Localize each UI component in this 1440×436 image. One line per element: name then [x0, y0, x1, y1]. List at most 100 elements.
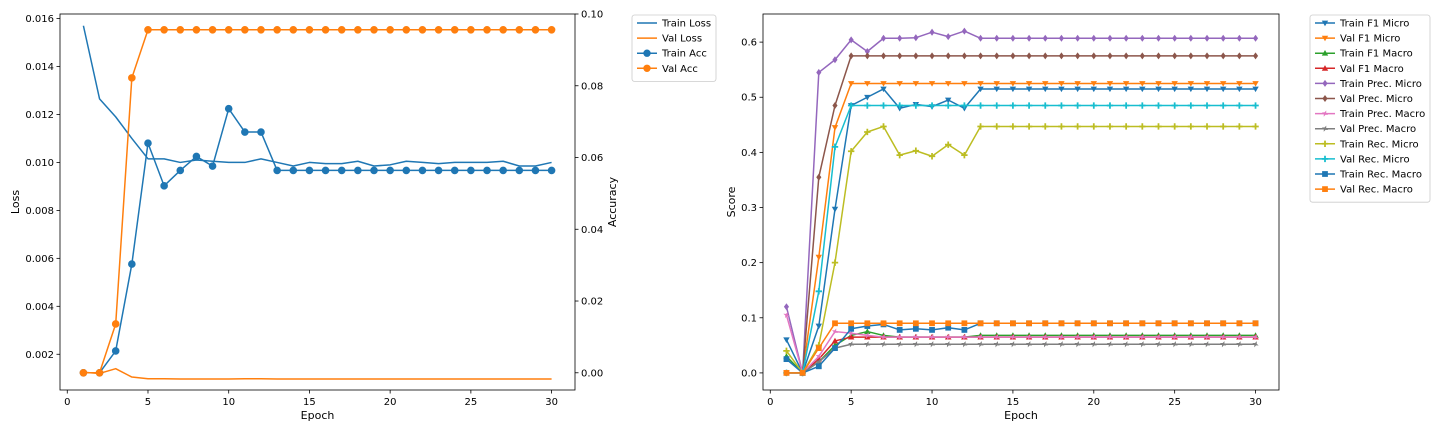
legend-swatch-marker	[1321, 155, 1329, 163]
legend-label: Val Acc	[662, 64, 698, 75]
data-point	[1187, 86, 1195, 93]
data-point	[1187, 123, 1195, 130]
data-point	[1058, 81, 1065, 87]
data-point	[977, 86, 984, 93]
legend-swatch-marker	[1321, 140, 1329, 148]
data-point	[1025, 81, 1033, 87]
legend: Train Loss Val Loss Train Acc Val Acc	[631, 14, 717, 82]
data-point	[832, 320, 838, 327]
data-point	[1252, 123, 1259, 130]
data-point	[1042, 341, 1049, 348]
data-point	[1058, 86, 1065, 93]
data-point	[1252, 52, 1259, 60]
data-point	[1172, 34, 1178, 42]
data-point	[848, 320, 855, 327]
data-point	[928, 81, 936, 87]
data-point	[1252, 333, 1259, 341]
legend-item: Val Rec. Macro	[1315, 185, 1413, 196]
data-point	[1187, 102, 1195, 109]
data-point	[1026, 320, 1032, 327]
data-point	[418, 166, 427, 175]
data-point	[321, 25, 330, 34]
legend-swatch-marker	[1321, 50, 1329, 56]
data-point	[1106, 341, 1114, 348]
legend-swatch-marker	[643, 64, 651, 73]
y-right-tick-label: 0.00	[581, 368, 603, 379]
y-tick-label: 0.0	[741, 368, 757, 379]
data-point	[1074, 86, 1081, 93]
data-point	[1123, 52, 1129, 60]
series-line	[785, 30, 1256, 374]
data-point	[815, 353, 822, 360]
data-point	[832, 101, 838, 110]
data-point	[1220, 320, 1227, 327]
data-point	[434, 25, 443, 34]
data-point	[945, 333, 952, 341]
data-point	[993, 333, 1000, 341]
data-point	[1090, 333, 1097, 341]
data-point	[1122, 86, 1130, 93]
data-point	[1187, 320, 1194, 327]
data-point	[1155, 341, 1162, 348]
data-point	[928, 102, 936, 109]
data-point	[1203, 341, 1211, 348]
data-point	[880, 341, 887, 348]
legend-swatch-marker	[1321, 125, 1329, 132]
data-point	[945, 33, 951, 41]
data-point	[961, 52, 967, 60]
data-point	[880, 102, 887, 109]
series-train-rec-macro	[783, 320, 1259, 376]
data-point	[1139, 34, 1145, 42]
legend-label: Val F1 Micro	[1340, 34, 1400, 45]
data-point	[896, 102, 903, 109]
data-point	[928, 153, 936, 160]
data-point	[928, 341, 936, 348]
y-tick-label: 0.2	[741, 258, 757, 269]
series-line	[786, 336, 1256, 374]
data-point	[1171, 320, 1178, 327]
data-point	[467, 166, 475, 175]
data-point	[978, 34, 984, 42]
data-point	[241, 25, 249, 34]
data-point	[945, 81, 952, 87]
data-point	[1171, 123, 1178, 130]
data-point	[1220, 34, 1226, 42]
data-point	[1075, 52, 1081, 60]
data-point	[1204, 34, 1210, 42]
y-tick-label: 0.3	[741, 203, 757, 214]
y-right-axis-label: Accuracy	[606, 176, 619, 227]
data-point	[1010, 320, 1016, 327]
data-point	[1236, 341, 1243, 348]
legend-item: Val F1 Micro	[1315, 34, 1400, 45]
data-point	[993, 102, 1000, 109]
data-point	[241, 128, 249, 136]
data-point	[896, 333, 903, 341]
legend-item: Train F1 Macro	[1315, 49, 1413, 60]
data-point	[1090, 341, 1097, 348]
data-point	[1171, 102, 1178, 109]
data-point	[815, 345, 822, 351]
data-point	[961, 102, 968, 109]
data-point	[864, 102, 871, 109]
data-point	[1171, 81, 1178, 87]
data-point	[1074, 341, 1081, 348]
y-axis-label: Loss	[9, 190, 22, 214]
data-point	[880, 123, 887, 130]
data-point	[402, 166, 411, 175]
data-point	[128, 260, 136, 268]
data-point	[1123, 341, 1130, 348]
legend-swatch-marker	[1322, 94, 1328, 103]
data-point	[831, 206, 839, 213]
legend-item: Val Prec. Macro	[1315, 124, 1416, 135]
data-point	[531, 166, 540, 175]
data-point	[1220, 52, 1226, 60]
data-point	[450, 166, 459, 175]
data-point	[1123, 333, 1130, 341]
data-point	[783, 347, 790, 355]
data-point	[896, 327, 903, 333]
data-point	[864, 328, 871, 334]
data-point	[896, 341, 903, 348]
data-point	[1074, 81, 1081, 87]
legend-label: Val F1 Macro	[1340, 64, 1404, 75]
data-point	[929, 327, 935, 333]
